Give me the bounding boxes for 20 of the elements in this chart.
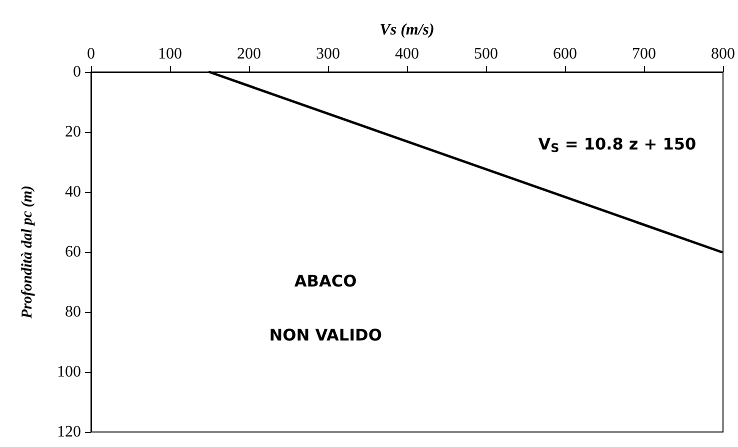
x-tick-label: 800 — [711, 46, 735, 62]
annotation: NON VALIDO — [269, 325, 382, 344]
x-tick-label: 200 — [237, 46, 261, 62]
y-tick-label: 20 — [65, 124, 81, 140]
y-tick-label: 100 — [57, 364, 81, 380]
x-tick-label: 100 — [158, 46, 182, 62]
x-tick-label: 500 — [474, 46, 498, 62]
x-tick-label: 0 — [87, 46, 95, 62]
y-tick-label: 0 — [73, 64, 81, 80]
x-tick-label: 700 — [632, 46, 656, 62]
y-tick-label: 120 — [57, 424, 81, 440]
y-axis-title: Profondità dal pc (m) — [20, 186, 36, 318]
x-axis-title: Vs (m/s) — [380, 22, 434, 38]
annotation: ABACO — [294, 271, 357, 290]
y-tick-label: 80 — [65, 304, 81, 320]
x-tick-label: 300 — [316, 46, 340, 62]
y-tick-label: 60 — [65, 244, 81, 260]
x-tick-label: 400 — [395, 46, 419, 62]
x-tick-label: 600 — [553, 46, 577, 62]
y-tick-label: 40 — [65, 184, 81, 200]
